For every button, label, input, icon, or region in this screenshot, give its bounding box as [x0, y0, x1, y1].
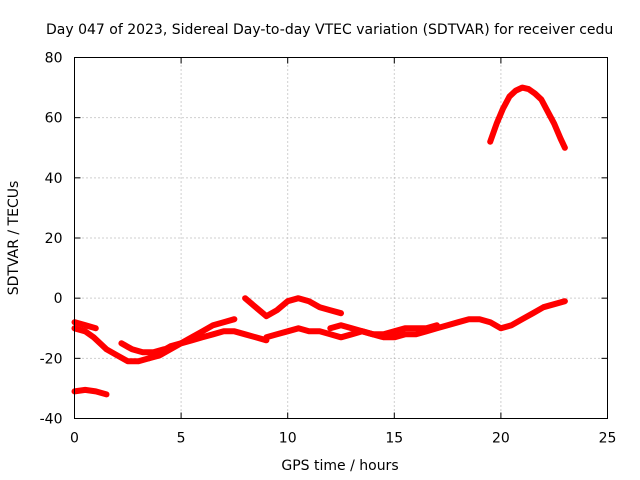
series-arc7	[263, 298, 568, 341]
y-tick-label: 60	[45, 111, 63, 127]
y-tick-label: -40	[40, 412, 63, 428]
series-arc9	[487, 84, 568, 151]
axis-ticks: 0 5 10 15 20 25 -40 -20 0 20 40 60 80	[40, 51, 617, 447]
series-arc2	[71, 319, 99, 332]
series-arc3	[71, 386, 110, 398]
y-tick-label: 80	[45, 51, 63, 67]
plot-series	[71, 84, 568, 398]
x-tick-label: 20	[492, 431, 510, 447]
y-tick-label: -20	[40, 351, 63, 367]
x-tick-label: 25	[599, 431, 617, 447]
series-arc5	[146, 316, 238, 362]
series-arc8	[327, 322, 440, 338]
y-tick-label: 40	[45, 171, 63, 187]
y-axis-label: SDTVAR / TECUs	[6, 181, 22, 296]
y-tick-label: 0	[54, 291, 63, 307]
plot-frame	[74, 57, 608, 419]
x-axis-label: GPS time / hours	[281, 458, 398, 474]
x-tick-label: 0	[70, 431, 79, 447]
series-arc6	[242, 295, 344, 320]
x-tick-label: 15	[385, 431, 403, 447]
gridlines	[74, 57, 608, 419]
x-tick-label: 10	[279, 431, 297, 447]
y-tick-label: 20	[45, 231, 63, 247]
x-tick-label: 5	[177, 431, 186, 447]
chart-title: Day 047 of 2023, Sidereal Day-to-day VTE…	[46, 22, 613, 38]
